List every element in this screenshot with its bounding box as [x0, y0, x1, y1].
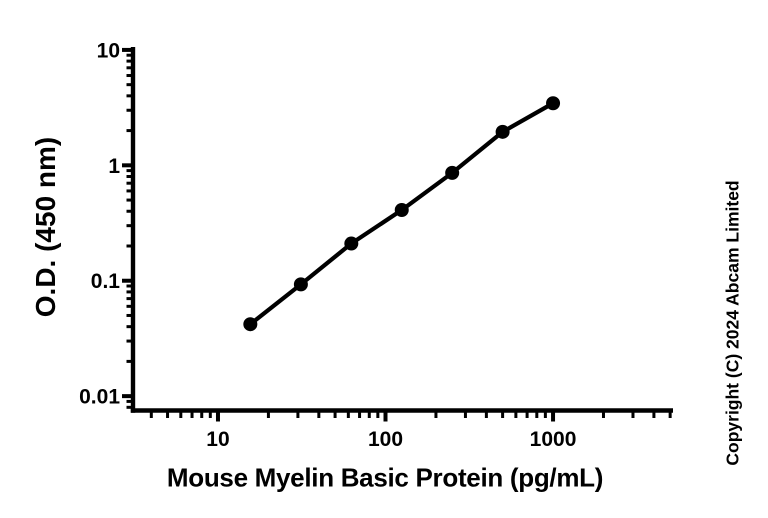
data-point	[293, 277, 308, 292]
data-point	[445, 165, 460, 180]
axes: 10 100 1000 10 1 0.1 0.01	[79, 39, 673, 451]
copyright-text: Copyright (C) 2024 Abcam Limited	[722, 180, 743, 466]
data-point	[344, 236, 359, 251]
y-tick-label: 1	[108, 155, 120, 178]
data-point	[546, 96, 561, 111]
series-standard-curve	[243, 96, 561, 332]
y-tick-label: 10	[97, 39, 120, 62]
data-point	[394, 203, 409, 218]
data-point	[495, 124, 510, 139]
data-point	[243, 317, 258, 332]
x-tick-label: 1000	[530, 428, 577, 451]
x-tick-label: 100	[368, 428, 403, 451]
y-axis-title: O.D. (450 nm)	[30, 136, 61, 318]
y-tick-label: 0.1	[91, 270, 121, 293]
y-tick-label: 0.01	[79, 386, 120, 409]
x-tick-label: 10	[206, 428, 229, 451]
x-axis-title: Mouse Myelin Basic Protein (pg/mL)	[166, 462, 604, 493]
